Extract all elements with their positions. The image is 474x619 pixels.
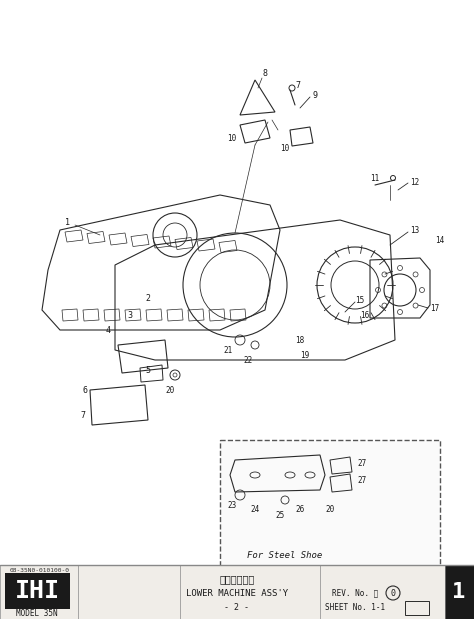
Text: 2: 2: [146, 293, 151, 303]
Text: 6: 6: [82, 386, 88, 394]
Text: 23: 23: [228, 501, 237, 509]
Text: 24: 24: [250, 506, 260, 514]
Bar: [445, 565, 474, 619]
Text: 18: 18: [295, 335, 305, 345]
Text: 17: 17: [430, 303, 439, 313]
Text: 21: 21: [223, 345, 233, 355]
Text: 3: 3: [128, 311, 133, 319]
Text: IHI: IHI: [15, 579, 60, 603]
Text: 26: 26: [295, 506, 305, 514]
Text: - 2 -: - 2 -: [225, 604, 249, 612]
Bar: [405, 601, 429, 615]
Text: 下部機械組立: 下部機械組立: [219, 574, 255, 584]
Text: 7: 7: [81, 410, 85, 420]
Text: 5: 5: [146, 365, 151, 374]
Text: 7: 7: [295, 80, 301, 90]
Bar: [220, 440, 440, 570]
Text: 20: 20: [165, 386, 174, 394]
Text: 8: 8: [263, 69, 267, 77]
Text: 13: 13: [410, 225, 419, 235]
Text: 20: 20: [325, 506, 335, 514]
Text: SHEET No. 1-1: SHEET No. 1-1: [325, 604, 385, 612]
Bar: [0, 565, 474, 619]
Text: 0: 0: [391, 589, 395, 597]
Text: 1: 1: [452, 582, 465, 602]
Text: 12: 12: [410, 178, 419, 186]
Text: 15: 15: [356, 295, 365, 305]
Text: For Steel Shoe: For Steel Shoe: [247, 550, 323, 560]
Text: 27: 27: [357, 475, 366, 485]
Text: 11: 11: [370, 173, 380, 183]
Text: 27: 27: [357, 459, 366, 467]
Text: 9: 9: [312, 90, 318, 100]
Text: 16: 16: [360, 311, 370, 319]
Text: 10: 10: [281, 144, 290, 152]
Text: 25: 25: [275, 511, 284, 519]
Text: LOWER MACHINE ASS'Y: LOWER MACHINE ASS'Y: [186, 589, 288, 597]
Text: 1: 1: [65, 217, 71, 227]
Text: MODEL 35N: MODEL 35N: [16, 608, 58, 618]
Text: 19: 19: [301, 350, 310, 360]
Text: 08-35N0-010100-0: 08-35N0-010100-0: [10, 568, 70, 573]
Bar: [5, 573, 70, 609]
Text: 14: 14: [436, 235, 445, 245]
Text: REV. No. ⒪: REV. No. ⒪: [332, 589, 378, 597]
Text: 4: 4: [106, 326, 110, 334]
Text: 22: 22: [243, 355, 253, 365]
Text: 10: 10: [228, 134, 237, 142]
